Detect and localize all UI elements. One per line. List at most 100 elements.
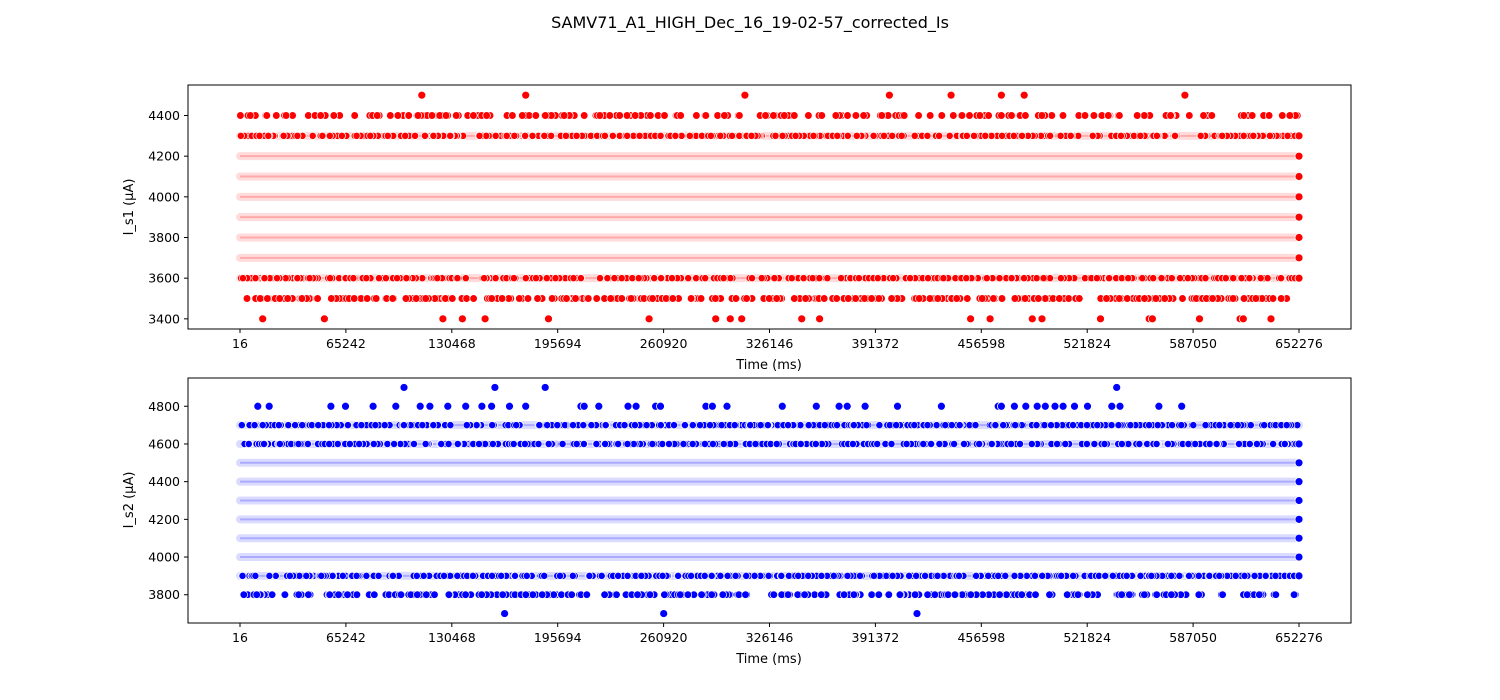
i-s2-point [1135, 440, 1144, 448]
i-s2-point [461, 590, 470, 599]
i-s1-point [497, 294, 507, 303]
i-s1-point [533, 294, 542, 303]
i-s1-point [859, 111, 868, 120]
i-s2-point [601, 440, 610, 448]
i-s1-point [547, 294, 557, 303]
i-s1-point [910, 131, 919, 140]
i-s1-point [809, 131, 818, 140]
i-s2-point [304, 590, 313, 599]
i-s1-point [701, 111, 710, 120]
i-s2-point [325, 440, 334, 448]
i-s2-point [960, 440, 968, 448]
i-s1-point [605, 111, 614, 120]
i-s1-point [1021, 111, 1030, 120]
i-s2-point [777, 571, 786, 580]
i-s1-point [572, 131, 581, 140]
i-s2-x-ticks: 16 65242 130468 195694 260920 326146 391372 456… [232, 623, 1323, 645]
i-s1-point [808, 274, 817, 283]
i-s2-point [756, 421, 765, 430]
i-s2-point [783, 590, 793, 599]
i-s1-point [685, 131, 694, 140]
i-s2-point [719, 440, 728, 448]
i-s1-point [1196, 131, 1205, 140]
i-s2-point [477, 590, 486, 599]
i-s1-x-tick-label: 195694 [534, 336, 582, 351]
i-s2-point [572, 440, 581, 448]
i-s2-point [742, 571, 751, 580]
i-s1-point [319, 314, 329, 324]
i-s1-point [995, 274, 1004, 283]
i-s2-point [804, 421, 813, 430]
i-s1-point [275, 294, 284, 303]
i-s1-point [515, 294, 524, 303]
i-s1-point [580, 111, 589, 120]
i-s2-point [1167, 571, 1176, 580]
i-s1-point [711, 314, 721, 324]
i-s1-point [740, 90, 750, 100]
i-s1-point [401, 294, 411, 303]
i-s2-point [919, 440, 928, 448]
i-s2-point [370, 590, 379, 599]
i-s1-point [1264, 111, 1274, 120]
i-s1-point [350, 111, 359, 120]
i-s1-point [576, 274, 585, 283]
i-s1-point [696, 294, 706, 303]
i-s1-point [1207, 111, 1216, 120]
i-s1-point [900, 111, 909, 120]
i-s2-point [658, 571, 667, 580]
i-s2-point [396, 590, 406, 599]
i-s1-point [769, 111, 778, 120]
i-s1-point [656, 131, 665, 140]
i-s2-x-tick-label: 652276 [1275, 630, 1323, 645]
i-s2-point [688, 421, 697, 430]
i-s1-point [462, 294, 471, 303]
i-s1-point [937, 111, 946, 120]
i-s2-point [648, 440, 657, 448]
i-s2-point [995, 590, 1004, 599]
i-s1-point [1152, 131, 1161, 140]
i-s2-point [1083, 401, 1092, 411]
i-s2-point [921, 571, 930, 580]
i-s1-point [262, 111, 271, 120]
i-s2-point [873, 440, 882, 448]
i-s1-point [283, 294, 292, 303]
i-s2-point [325, 421, 333, 430]
i-s1-point [383, 131, 392, 140]
i-s1-point [420, 131, 429, 140]
i-s2-point [874, 590, 883, 599]
i-s1-point [542, 274, 551, 283]
i-s1-point [1239, 131, 1248, 140]
i-s2-point [250, 421, 259, 430]
i-s1-point [1007, 111, 1016, 120]
i-s2-point [884, 590, 893, 599]
i-s2-point [498, 590, 507, 599]
i-s1-point [970, 131, 978, 140]
i-s1-point [1089, 111, 1099, 120]
i-s1-point [404, 111, 413, 120]
i-s1-final-point [1294, 192, 1304, 202]
i-s2-point [303, 440, 312, 448]
i-s2-point [244, 440, 253, 448]
i-s2-point [284, 421, 293, 430]
i-s1-point [433, 274, 442, 283]
i-s2-final-point [1294, 552, 1304, 562]
i-s2-point [722, 401, 732, 411]
i-s2-final-point [1294, 533, 1304, 543]
i-s1-point [561, 131, 570, 140]
i-s1-point [293, 274, 302, 283]
i-s2-point [700, 440, 709, 448]
i-s2-point [1082, 440, 1091, 448]
i-s1-point [874, 294, 884, 303]
i-s2-point [1011, 421, 1020, 430]
i-s2-point [421, 440, 430, 448]
i-s1-point [1201, 274, 1210, 283]
i-s2-y-tick-label: 4400 [148, 474, 180, 489]
i-s2-point [1289, 590, 1299, 599]
i-s1-point [452, 111, 461, 120]
i-s2-point [1070, 401, 1079, 411]
i-s2-point [1090, 440, 1099, 448]
i-s2-point [430, 590, 439, 599]
i-s2-point [477, 401, 487, 411]
i-s2-point [579, 421, 588, 430]
i-s2-point [558, 440, 567, 448]
